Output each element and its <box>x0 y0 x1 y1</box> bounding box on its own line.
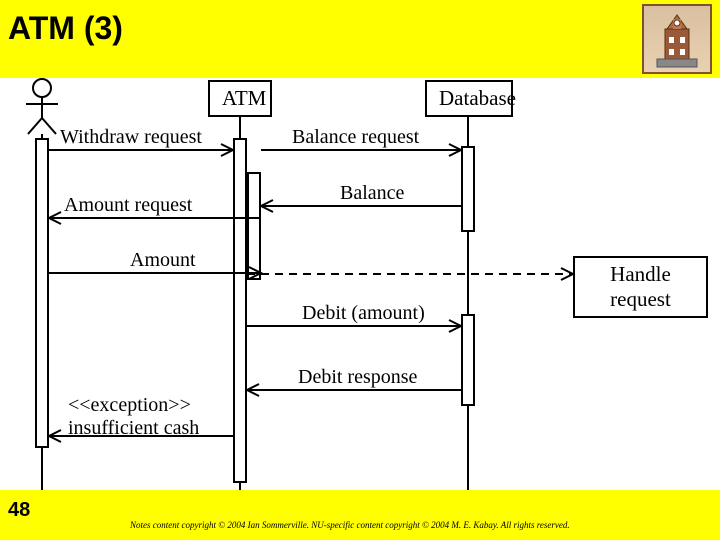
message-label-7: Debit response <box>298 366 417 389</box>
activation-atm-2 <box>247 172 261 280</box>
message-label-3: Amount request <box>64 194 192 217</box>
slide-footer: 48 Notes content copyright © 2004 Ian So… <box>0 490 720 540</box>
message-label-8: <<exception>> insufficient cash <box>68 394 199 440</box>
message-label-4: Amount <box>130 249 196 272</box>
page-number: 48 <box>8 499 30 522</box>
activation-db-4 <box>461 314 475 406</box>
university-logo <box>642 4 712 74</box>
activation-user-0 <box>35 138 49 448</box>
participant-handler: Handle request <box>573 256 708 318</box>
building-icon <box>647 9 707 69</box>
message-label-0: Withdraw request <box>60 126 202 149</box>
activation-atm-1 <box>233 138 247 483</box>
participant-atm: ATM <box>208 80 272 117</box>
actor-icon <box>22 78 62 136</box>
message-label-2: Balance <box>340 182 404 205</box>
slide-header: ATM (3) <box>0 0 720 78</box>
copyright-text: Notes content copyright © 2004 Ian Somme… <box>130 520 570 530</box>
message-arrow-5 <box>247 266 573 282</box>
message-label-1: Balance request <box>292 126 419 149</box>
participant-db: Database <box>425 80 513 117</box>
activation-db-3 <box>461 146 475 232</box>
slide-title: ATM (3) <box>0 0 720 47</box>
sequence-diagram: ATM Database Handle request Withdraw reques… <box>0 78 720 490</box>
message-label-6: Debit (amount) <box>302 302 425 325</box>
